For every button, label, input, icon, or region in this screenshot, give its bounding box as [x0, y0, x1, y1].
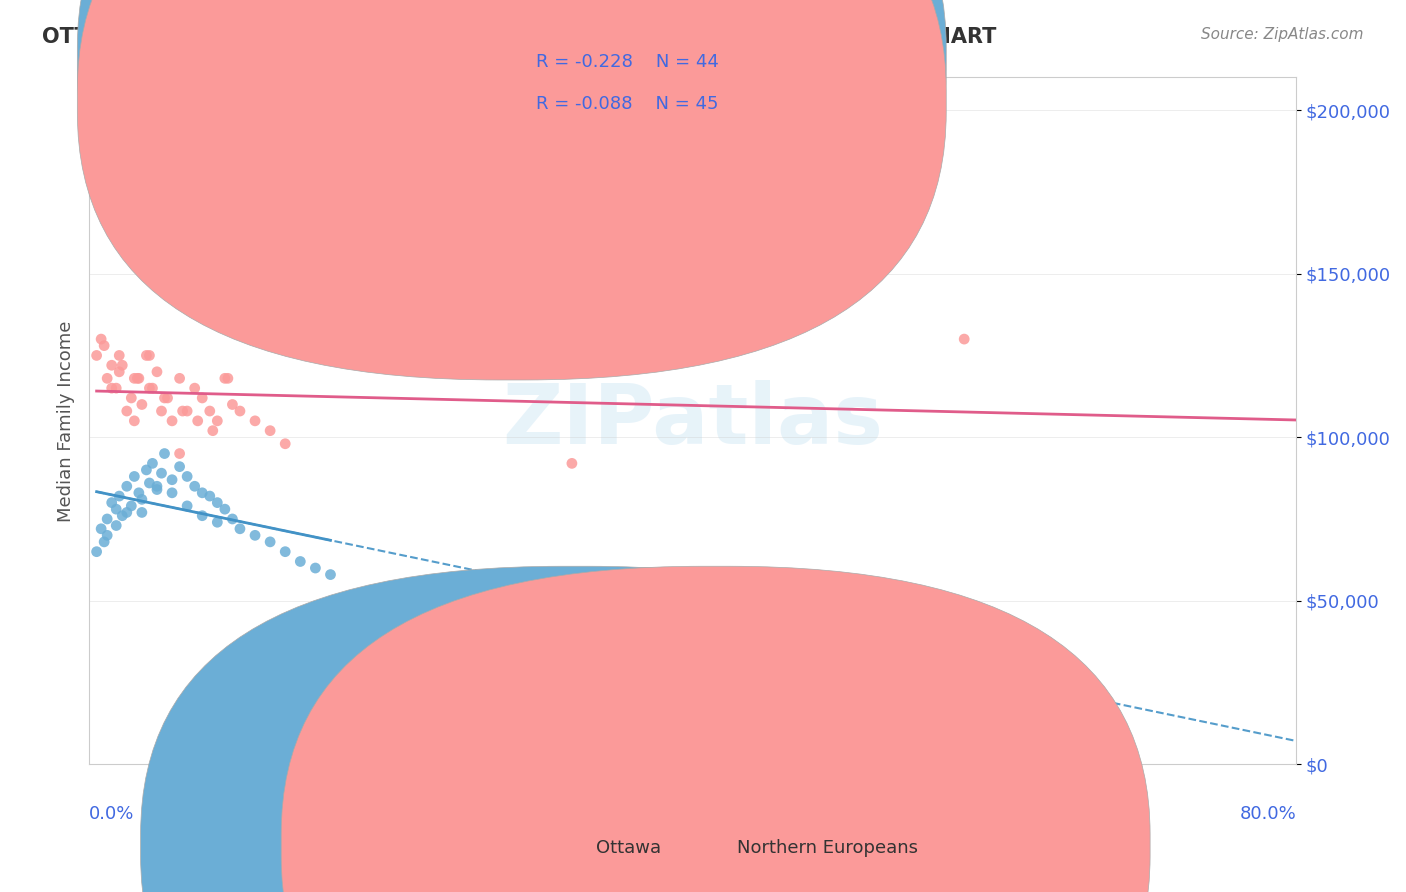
Point — [207, 495, 229, 509]
Point — [207, 515, 229, 529]
Point — [198, 489, 221, 503]
Point — [319, 567, 342, 582]
Point — [124, 371, 146, 385]
Point — [221, 512, 243, 526]
Point — [93, 338, 115, 352]
Text: Northern Europeans: Northern Europeans — [737, 839, 918, 857]
Point — [217, 371, 239, 385]
Point — [274, 544, 297, 558]
Point — [172, 404, 194, 418]
Point — [176, 404, 198, 418]
Point — [90, 332, 112, 346]
Point — [214, 371, 236, 385]
Point — [100, 495, 122, 509]
Point — [146, 365, 169, 379]
Point — [86, 544, 108, 558]
Point — [141, 456, 163, 470]
Point — [156, 391, 179, 405]
Point — [120, 391, 142, 405]
Point — [153, 446, 176, 460]
Text: 80.0%: 80.0% — [1240, 805, 1296, 823]
Point — [128, 485, 150, 500]
Point — [111, 508, 134, 523]
Point — [96, 371, 118, 385]
Text: 0.0%: 0.0% — [89, 805, 135, 823]
Text: R = -0.088    N = 45: R = -0.088 N = 45 — [536, 95, 718, 113]
Point — [183, 381, 205, 395]
Text: R = -0.228    N = 44: R = -0.228 N = 44 — [536, 53, 718, 70]
Y-axis label: Median Family Income: Median Family Income — [58, 320, 75, 522]
Point — [207, 414, 229, 428]
Point — [198, 404, 221, 418]
Point — [138, 381, 160, 395]
Point — [160, 473, 183, 487]
Text: Ottawa: Ottawa — [596, 839, 661, 857]
Point — [105, 502, 128, 516]
Point — [124, 414, 146, 428]
Point — [96, 528, 118, 542]
Point — [953, 332, 976, 346]
Point — [124, 469, 146, 483]
Point — [90, 522, 112, 536]
Point — [259, 424, 281, 438]
Point — [201, 424, 224, 438]
Point — [135, 348, 157, 362]
Point — [86, 348, 108, 362]
Point — [150, 404, 173, 418]
Point — [304, 561, 326, 575]
Point — [105, 518, 128, 533]
Point — [108, 365, 131, 379]
Point — [108, 489, 131, 503]
Point — [131, 397, 153, 411]
Point — [138, 348, 160, 362]
Point — [274, 436, 297, 450]
Point — [96, 512, 118, 526]
Point — [115, 505, 138, 519]
Point — [108, 348, 131, 362]
Point — [100, 381, 122, 395]
Point — [131, 492, 153, 507]
Point — [187, 414, 209, 428]
Point — [111, 358, 134, 372]
Text: Source: ZipAtlas.com: Source: ZipAtlas.com — [1201, 27, 1364, 42]
Point — [115, 479, 138, 493]
Point — [243, 528, 266, 542]
Point — [105, 381, 128, 395]
Point — [229, 404, 252, 418]
Point — [229, 522, 252, 536]
Point — [561, 456, 583, 470]
Point — [169, 459, 191, 474]
Point — [135, 463, 157, 477]
Point — [191, 485, 214, 500]
Point — [183, 479, 205, 493]
Point — [138, 475, 160, 490]
Point — [160, 485, 183, 500]
Point — [127, 371, 149, 385]
Point — [141, 381, 163, 395]
Point — [160, 414, 183, 428]
Point — [290, 554, 312, 568]
Point — [169, 371, 191, 385]
Point — [221, 397, 243, 411]
Point — [176, 499, 198, 513]
Point — [128, 371, 150, 385]
Text: ZIPatlas: ZIPatlas — [502, 380, 883, 461]
Point — [191, 508, 214, 523]
Point — [100, 358, 122, 372]
Point — [191, 391, 214, 405]
Point — [169, 446, 191, 460]
Point — [115, 404, 138, 418]
Point — [243, 414, 266, 428]
Point — [146, 483, 169, 497]
Point — [153, 391, 176, 405]
Point — [93, 534, 115, 549]
Point — [214, 502, 236, 516]
Point — [150, 466, 173, 480]
Point — [131, 505, 153, 519]
Point — [120, 499, 142, 513]
Text: OTTAWA VS NORTHERN EUROPEAN MEDIAN FAMILY INCOME CORRELATION CHART: OTTAWA VS NORTHERN EUROPEAN MEDIAN FAMIL… — [42, 27, 997, 46]
Point — [146, 479, 169, 493]
Point — [259, 534, 281, 549]
Point — [176, 469, 198, 483]
